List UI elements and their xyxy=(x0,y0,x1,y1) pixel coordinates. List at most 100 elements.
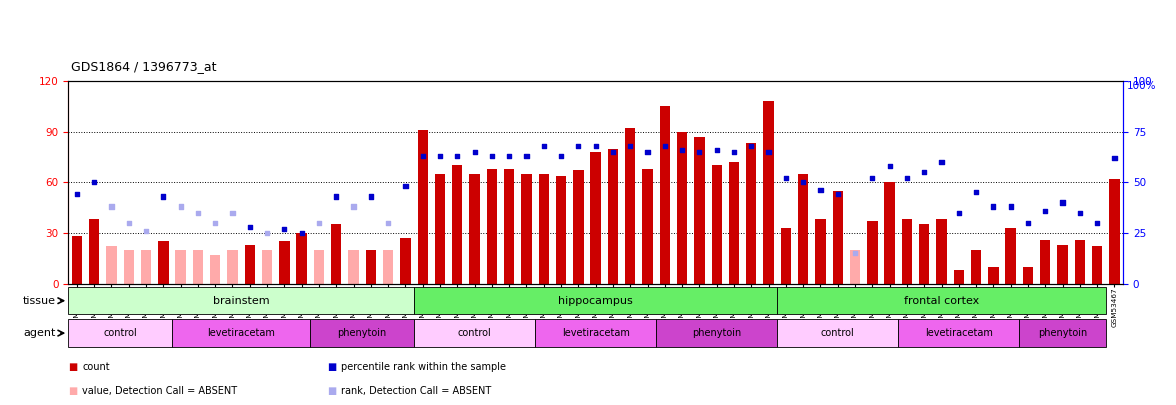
Point xyxy=(327,193,346,200)
Bar xyxy=(535,320,656,347)
Bar xyxy=(850,250,860,284)
Point xyxy=(430,153,449,159)
Point xyxy=(500,153,519,159)
Bar xyxy=(918,224,929,284)
Bar xyxy=(175,250,186,284)
Text: hippocampus: hippocampus xyxy=(559,296,633,306)
Point xyxy=(933,159,951,165)
Text: levetiracetam: levetiracetam xyxy=(562,328,629,338)
Bar xyxy=(573,171,583,284)
Bar xyxy=(414,320,535,347)
Bar xyxy=(417,130,428,284)
Bar xyxy=(1057,245,1068,284)
Bar xyxy=(777,320,898,347)
Bar xyxy=(193,250,203,284)
Point xyxy=(863,175,882,181)
Point xyxy=(172,203,191,210)
Point xyxy=(915,169,934,175)
Text: control: control xyxy=(821,328,855,338)
Bar xyxy=(227,250,238,284)
Bar xyxy=(435,174,446,284)
Point xyxy=(361,193,380,200)
Text: brainstem: brainstem xyxy=(213,296,269,306)
Bar xyxy=(400,238,410,284)
Bar xyxy=(211,255,220,284)
Point xyxy=(396,183,415,190)
Bar xyxy=(1040,240,1050,284)
Bar xyxy=(656,320,777,347)
Text: agent: agent xyxy=(24,328,56,338)
Text: control: control xyxy=(103,328,136,338)
Bar xyxy=(141,250,152,284)
Point xyxy=(482,153,501,159)
Bar xyxy=(452,165,462,284)
Bar xyxy=(414,287,777,314)
Text: count: count xyxy=(82,362,109,371)
Bar xyxy=(1075,240,1085,284)
Point xyxy=(85,179,103,185)
Bar xyxy=(711,165,722,284)
Point xyxy=(897,175,916,181)
Point xyxy=(240,224,259,230)
Text: 100%: 100% xyxy=(1128,81,1157,91)
Text: ■: ■ xyxy=(327,386,336,396)
Point xyxy=(1001,203,1020,210)
Point xyxy=(309,220,328,226)
Point xyxy=(1018,220,1037,226)
Text: ■: ■ xyxy=(68,386,78,396)
Text: levetiracetam: levetiracetam xyxy=(207,328,275,338)
Point xyxy=(586,143,604,149)
Bar xyxy=(279,241,289,284)
Bar xyxy=(777,287,1105,314)
Bar xyxy=(262,250,273,284)
Point xyxy=(707,147,726,153)
Bar xyxy=(332,224,341,284)
Point xyxy=(466,149,485,155)
Point xyxy=(379,220,397,226)
Point xyxy=(984,203,1003,210)
Bar xyxy=(68,287,414,314)
Point xyxy=(776,175,795,181)
Point xyxy=(154,193,173,200)
Bar xyxy=(469,174,480,284)
Point xyxy=(621,143,640,149)
Bar xyxy=(521,174,532,284)
Bar xyxy=(245,245,255,284)
Text: GDS1864 / 1396773_at: GDS1864 / 1396773_at xyxy=(71,60,216,73)
Bar xyxy=(172,320,310,347)
Bar xyxy=(68,320,172,347)
Bar xyxy=(348,250,359,284)
Bar xyxy=(89,220,99,284)
Point xyxy=(1054,199,1073,206)
Bar xyxy=(487,169,497,284)
Point xyxy=(760,149,779,155)
Point xyxy=(413,153,432,159)
Bar xyxy=(729,162,740,284)
Point xyxy=(223,209,242,216)
Point xyxy=(206,220,225,226)
Bar xyxy=(72,236,82,284)
Point xyxy=(517,153,536,159)
Point xyxy=(119,220,138,226)
Point xyxy=(846,250,864,256)
Point xyxy=(828,191,847,198)
Bar xyxy=(833,191,843,284)
Text: frontal cortex: frontal cortex xyxy=(904,296,980,306)
Point xyxy=(967,189,985,196)
Text: phenytoin: phenytoin xyxy=(691,328,741,338)
Text: tissue: tissue xyxy=(24,296,56,306)
Point xyxy=(569,143,588,149)
Text: levetiracetam: levetiracetam xyxy=(924,328,993,338)
Point xyxy=(275,226,294,232)
Point xyxy=(949,209,968,216)
Bar xyxy=(158,241,168,284)
Point xyxy=(794,179,813,185)
Bar xyxy=(763,101,774,284)
Point xyxy=(811,187,830,194)
Bar xyxy=(884,182,895,284)
Bar xyxy=(366,250,376,284)
Point xyxy=(639,149,657,155)
Bar xyxy=(781,228,791,284)
Point xyxy=(534,143,553,149)
Bar xyxy=(867,221,877,284)
